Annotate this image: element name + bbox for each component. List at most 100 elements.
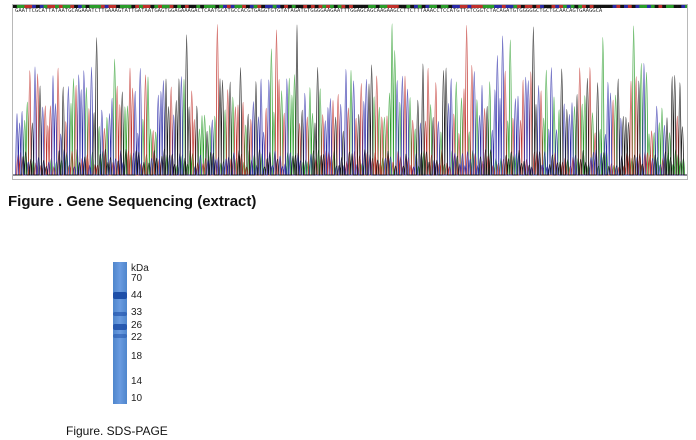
gel-marker-label: 18 <box>131 351 143 362</box>
base-call-cell <box>47 5 52 8</box>
base-call-cell <box>135 5 140 8</box>
trace-channel <box>13 24 687 176</box>
base-call-cell <box>501 5 506 8</box>
base-call-cell <box>303 5 308 8</box>
base-call-cell <box>456 5 461 8</box>
base-call-cell <box>169 5 174 8</box>
gel-marker-label: 26 <box>131 320 143 331</box>
base-call-cell <box>200 5 205 8</box>
base-call-cell <box>566 5 571 8</box>
base-call-cell <box>429 5 434 8</box>
base-call-cell <box>543 5 548 8</box>
base-call-cell <box>364 5 369 8</box>
base-call-cell <box>379 5 384 8</box>
base-call-cell <box>410 5 415 8</box>
base-call-cell <box>337 5 342 8</box>
base-call-cell <box>467 5 472 8</box>
base-call-cell <box>35 5 41 8</box>
base-call-cell <box>314 5 319 8</box>
base-call-cell <box>215 5 220 8</box>
base-call-cell <box>268 5 274 8</box>
base-call-cell <box>509 5 514 8</box>
base-call-cell <box>131 5 136 8</box>
base-call-cell <box>43 5 48 8</box>
base-call-cell <box>356 5 361 8</box>
base-call-cell <box>601 5 606 8</box>
base-call-cell <box>585 5 590 8</box>
base-call-cell <box>616 5 621 8</box>
gel-marker-label: 70 <box>131 273 143 284</box>
base-call-cell <box>322 5 327 8</box>
gel-marker-label: 22 <box>131 332 143 343</box>
base-call-cell <box>81 5 86 8</box>
base-call-cell <box>677 5 682 8</box>
gel-marker-label: 10 <box>131 393 143 404</box>
base-call-cell <box>494 5 499 8</box>
base-call-cell <box>372 5 377 8</box>
base-call-cell <box>104 5 109 8</box>
base-call-cell <box>318 5 323 8</box>
gel-band <box>113 292 127 299</box>
base-call-cell <box>471 5 476 8</box>
base-call-cell <box>582 5 587 8</box>
base-call-cell <box>261 5 266 8</box>
base-call-cell <box>604 5 610 8</box>
base-call-cell <box>192 5 197 8</box>
base-call-cell <box>398 5 403 8</box>
base-call-cell <box>436 5 442 8</box>
base-call-cell <box>173 5 178 8</box>
base-call-cell <box>391 5 396 8</box>
base-call-cell <box>345 5 350 8</box>
base-call-cell <box>620 5 625 8</box>
base-call-cell <box>39 5 44 8</box>
base-call-cell <box>608 5 613 8</box>
base-call-cell <box>463 5 468 8</box>
base-call-cell <box>402 5 407 8</box>
base-call-cell <box>62 5 67 8</box>
base-call-cell <box>414 5 419 8</box>
base-call-cell <box>532 5 537 8</box>
base-call-cell <box>310 5 316 8</box>
base-call-cell <box>341 5 346 8</box>
sequencing-chromatogram: GAATTCGCATTATAATGCAGAAATCTTGAAAGTATTGATA… <box>12 4 688 180</box>
base-call-cell <box>444 5 449 8</box>
base-call-cell <box>559 5 564 8</box>
base-call-cell <box>440 5 445 8</box>
base-call-cell <box>203 5 209 8</box>
gel-band <box>113 324 127 330</box>
base-call-cell <box>574 5 579 8</box>
gel-marker-label: 14 <box>131 376 143 387</box>
base-call-cell <box>146 5 151 8</box>
base-call-cell <box>165 5 170 8</box>
base-call-cell <box>635 5 640 8</box>
base-call-cell <box>196 5 201 8</box>
gel-band <box>113 312 127 316</box>
base-call-cell <box>97 5 102 8</box>
base-call-cell <box>326 5 331 8</box>
base-call-cell <box>387 5 392 8</box>
base-call-cell <box>421 5 426 8</box>
base-call-cell <box>230 5 235 8</box>
base-call-cell <box>643 5 648 8</box>
base-call-cell <box>490 5 495 8</box>
base-call-cell <box>452 5 457 8</box>
base-call-cell <box>681 5 686 8</box>
base-call-cell <box>333 5 338 8</box>
figure-caption-sds-page: Figure. SDS-PAGE <box>66 424 168 438</box>
base-call-cell <box>70 5 75 8</box>
base-call-cell <box>631 5 636 8</box>
base-call-cell <box>119 5 125 8</box>
base-call-cell <box>32 5 37 8</box>
base-call-cell <box>299 5 304 8</box>
base-call-cell <box>112 5 117 8</box>
base-call-cell <box>291 5 296 8</box>
gel-unit-label: kDa <box>131 263 149 274</box>
base-call-cell <box>245 5 251 8</box>
base-call-cell <box>505 5 510 8</box>
base-call-cell <box>108 5 113 8</box>
base-call-cell <box>238 5 243 8</box>
base-call-cell <box>650 5 655 8</box>
base-call-cell <box>654 5 659 8</box>
base-call-cell <box>433 5 438 8</box>
base-call-cell <box>673 5 678 8</box>
